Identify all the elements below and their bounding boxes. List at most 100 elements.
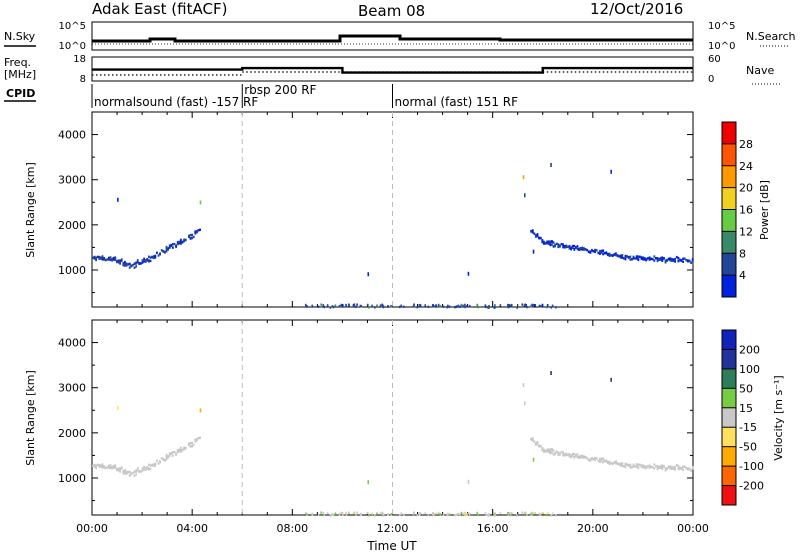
range-gate-point	[175, 244, 177, 248]
range-gate-point	[93, 465, 96, 468]
range-gate-point	[156, 251, 158, 255]
range-gate-point	[141, 469, 144, 472]
range-gate-point	[608, 462, 611, 465]
range-gate-point	[133, 266, 136, 269]
ground-scatter-point	[323, 305, 326, 309]
range-gate-point	[135, 473, 137, 476]
power-colorbar-swatch	[722, 231, 736, 254]
ground-scatter-point	[322, 512, 325, 515]
ground-scatter-point	[555, 514, 557, 517]
range-gate-point	[176, 240, 179, 244]
ground-scatter-point	[340, 511, 343, 515]
power-ylabel: Slant Range [km]	[24, 162, 37, 258]
range-gate-point	[615, 253, 617, 257]
ground-scatter-point	[524, 303, 526, 306]
range-gate-point	[112, 464, 115, 468]
ground-scatter-point	[468, 304, 471, 308]
range-gate-point	[642, 258, 645, 261]
range-gate-point	[535, 441, 537, 445]
range-gate-point	[675, 463, 678, 467]
velocity-colorbar: 200 100 50 15 -15 -50 -100 -200	[721, 329, 764, 506]
range-gate-point	[539, 444, 542, 448]
ground-scatter-point	[398, 513, 401, 517]
ground-scatter-point	[403, 513, 405, 516]
range-gate-point	[570, 246, 573, 249]
velocity-colorbar-swatch	[722, 368, 736, 389]
range-gate-point	[674, 258, 677, 261]
range-gate-point	[124, 470, 126, 473]
ground-scatter-point	[345, 303, 347, 307]
ground-scatter-point	[412, 304, 415, 308]
range-gate-point	[538, 236, 541, 240]
range-gate-point	[600, 249, 603, 253]
ground-scatter-point	[546, 304, 549, 307]
range-gate-point	[619, 462, 622, 466]
ground-scatter-point	[459, 305, 461, 309]
range-gate-point	[160, 457, 163, 460]
range-gate-point	[180, 450, 182, 453]
x-tick-label: 00:00	[677, 522, 709, 535]
ground-scatter-point	[348, 303, 350, 306]
range-gate-point	[671, 466, 673, 469]
range-gate-point	[640, 464, 643, 467]
range-gate-point	[151, 463, 153, 467]
range-gate-point	[546, 449, 549, 453]
range-gate-point	[605, 459, 608, 462]
ground-scatter-point	[446, 512, 449, 516]
range-gate-point	[568, 247, 571, 250]
range-gate-point	[640, 465, 643, 468]
ground-scatter-point	[493, 512, 496, 516]
range-gate-point	[530, 230, 533, 233]
range-gate-point	[650, 257, 653, 260]
range-gate-point	[674, 468, 677, 471]
range-gate-point	[183, 446, 185, 449]
range-gate-point	[554, 452, 557, 456]
ground-scatter-point	[433, 513, 435, 516]
range-gate-point	[114, 256, 117, 259]
range-gate-point	[581, 456, 584, 459]
ground-scatter-point	[468, 512, 471, 516]
range-gate-point	[140, 470, 142, 473]
range-gate-point	[627, 464, 630, 468]
range-gate-point	[111, 465, 113, 469]
range-gate-point	[621, 464, 624, 467]
range-gate-point	[114, 464, 117, 467]
range-gate-point	[611, 462, 614, 465]
range-gate-point	[568, 455, 571, 458]
range-gate-point	[669, 259, 672, 262]
range-gate-point	[587, 250, 590, 253]
range-gate-point	[586, 248, 589, 252]
range-gate-point	[132, 471, 134, 475]
range-gate-point	[666, 259, 669, 262]
ground-scatter-point	[387, 513, 389, 516]
ground-scatter-point	[466, 305, 468, 308]
ground-scatter-point	[413, 303, 415, 306]
range-gate-point	[189, 445, 192, 448]
ground-scatter-point	[431, 304, 434, 308]
cpid-segment-label: normal (fast) 151 RF	[395, 95, 519, 109]
ground-scatter-point	[516, 306, 518, 309]
range-gate-point	[576, 455, 579, 459]
range-gate-point	[146, 465, 149, 469]
ground-scatter-point	[477, 513, 479, 517]
range-gate-point	[587, 458, 590, 461]
ground-scatter-point	[368, 514, 370, 517]
velocity-colorbar-swatch	[722, 349, 736, 369]
range-gate-point	[159, 460, 161, 463]
ground-scatter-point	[526, 305, 528, 309]
range-gate-point	[112, 466, 115, 469]
velocity-colorbar-label: Velocity [m s⁻¹]	[772, 375, 785, 460]
power-colorbar-swatch	[722, 209, 736, 232]
range-gate-point	[671, 467, 673, 470]
range-gate-point	[135, 469, 137, 472]
ground-scatter-point	[476, 303, 479, 307]
range-gate-point	[573, 248, 576, 251]
range-gate-point	[192, 235, 195, 239]
range-gate-point	[680, 259, 683, 262]
isolated-echo-point	[467, 271, 470, 276]
range-gate-point	[120, 466, 123, 469]
range-gate-point	[196, 439, 198, 442]
y-tick-label: 2000	[58, 219, 86, 232]
range-gate-point	[552, 453, 555, 456]
range-gate-point	[679, 467, 681, 470]
